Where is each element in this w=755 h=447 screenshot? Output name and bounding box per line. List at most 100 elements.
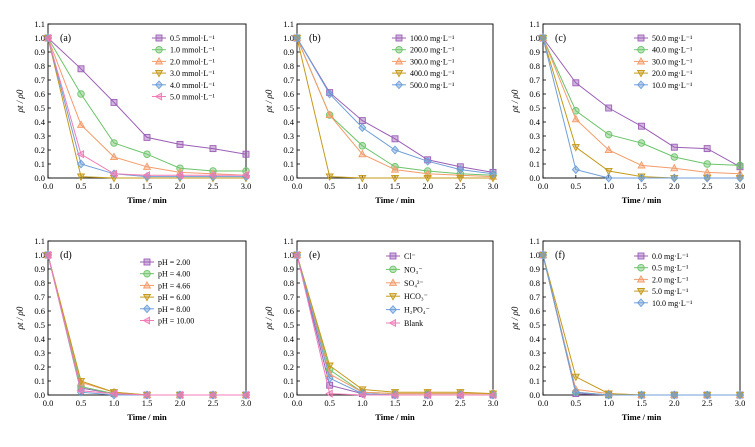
- y-tick-label: 1.1: [283, 19, 294, 29]
- data-point: [325, 173, 334, 182]
- y-tick-label: 1.0: [283, 33, 294, 43]
- legend-label: HCO₃⁻: [404, 292, 428, 301]
- data-point: [292, 33, 302, 43]
- y-tick-label: 0.2: [529, 362, 540, 372]
- legend-marker: [389, 252, 397, 260]
- y-tick-label: 0.6: [529, 306, 540, 316]
- x-tick-label: 2.0: [175, 181, 186, 191]
- y-tick-label: 1.0: [283, 250, 294, 260]
- legend-label: SO₄²⁻: [404, 279, 424, 288]
- data-point: [571, 387, 580, 397]
- x-tick-label: 2.5: [702, 181, 713, 191]
- x-tick-label: 0.5: [571, 398, 582, 408]
- legend-marker: [154, 70, 164, 78]
- y-tick-label: 0.0: [283, 173, 294, 183]
- y-tick-label: 0.9: [529, 264, 540, 274]
- y-tick-label: 0.9: [283, 47, 294, 57]
- x-tick-label: 3.0: [488, 181, 499, 191]
- data-point: [703, 390, 712, 400]
- y-tick-label: 0.8: [34, 61, 45, 71]
- data-point: [325, 373, 334, 383]
- data-point: [703, 145, 711, 153]
- data-point: [391, 135, 399, 143]
- y-tick-label: 0.8: [529, 278, 540, 288]
- data-point: [488, 169, 498, 179]
- legend-label: pH = 4.00: [158, 270, 190, 279]
- y-tick-label: 1.0: [34, 250, 45, 260]
- x-tick-label: 2.0: [669, 181, 680, 191]
- x-tick-label: 2.5: [702, 398, 713, 408]
- y-tick-label: 0.1: [283, 376, 294, 386]
- legend-label: Cl⁻: [404, 252, 416, 261]
- series-line: [47, 254, 246, 396]
- data-point: [604, 167, 613, 176]
- y-tick-label: 0.6: [529, 89, 540, 99]
- y-tick-label: 0.4: [283, 334, 294, 344]
- y-tick-label: 0.7: [529, 75, 540, 85]
- data-point: [735, 390, 745, 400]
- data-point: [76, 377, 86, 386]
- legend-marker: [388, 318, 397, 328]
- series-line: [296, 254, 493, 396]
- legend-marker: [142, 316, 151, 325]
- series-line: [542, 37, 741, 175]
- data-point: [325, 110, 334, 119]
- x-axis-label: Time / min: [622, 195, 662, 205]
- panel-f: 0.0 0.1 0.2 0.3 0.4 0.5 0.6 0.7 0.8 0.9 1.0 1.1 0.0 0…: [510, 236, 745, 422]
- x-tick-label: 3.0: [735, 181, 746, 191]
- y-tick-label: 0.2: [283, 145, 294, 155]
- y-axis-label: ρt / ρ0: [510, 89, 520, 113]
- y-tick-label: 1.1: [34, 19, 45, 29]
- data-point: [423, 169, 432, 177]
- data-point: [571, 165, 580, 175]
- data-point: [209, 145, 217, 153]
- data-point: [488, 390, 497, 400]
- data-point: [571, 373, 580, 382]
- y-tick-label: 0.4: [529, 334, 540, 344]
- y-tick-label: 0.6: [283, 89, 294, 99]
- data-point: [242, 150, 250, 158]
- data-point: [390, 165, 400, 173]
- series-line: [542, 37, 740, 179]
- data-point: [736, 161, 744, 170]
- x-tick-label: 2.0: [669, 398, 680, 408]
- legend-label: 200.0 mg·L⁻¹: [410, 46, 455, 55]
- panel-label: (e): [309, 250, 320, 261]
- legend-label: NO₃⁻: [404, 265, 423, 274]
- y-axis-label: ρt / ρ0: [264, 89, 274, 113]
- y-tick-label: 0.3: [283, 131, 294, 141]
- data-point: [637, 390, 646, 400]
- x-tick-label: 1.0: [603, 181, 614, 191]
- data-point: [637, 139, 646, 147]
- legend-marker: [143, 258, 151, 266]
- data-point: [604, 130, 613, 139]
- y-tick-label: 0.7: [34, 292, 45, 302]
- legend-marker: [394, 70, 404, 78]
- y-axis-label: ρt / ρ0: [15, 89, 25, 113]
- legend-marker: [636, 274, 646, 283]
- legend-label: 0.0 mg·L⁻¹: [652, 252, 689, 261]
- data-point: [208, 171, 217, 180]
- x-tick-label: 0.0: [292, 181, 303, 191]
- x-tick-label: 1.5: [390, 398, 401, 408]
- legend-label: pH = 6.00: [158, 293, 190, 302]
- data-point: [76, 173, 86, 182]
- series-line: [296, 37, 494, 173]
- x-tick-label: 1.0: [357, 398, 368, 408]
- x-tick-label: 3.0: [241, 398, 252, 408]
- data-point: [109, 389, 118, 398]
- data-point: [670, 163, 679, 172]
- legend-marker: [143, 269, 151, 278]
- data-point: [735, 169, 745, 177]
- x-axis-label: Time / min: [622, 412, 662, 422]
- x-tick-label: 0.0: [538, 398, 549, 408]
- legend-label: H₂PO₄⁻: [404, 306, 430, 315]
- series-line: [47, 37, 246, 176]
- y-tick-label: 0.2: [34, 145, 45, 155]
- y-tick-label: 0.9: [34, 47, 45, 57]
- data-point: [208, 390, 217, 400]
- panel-d: 0.0 0.1 0.2 0.3 0.4 0.5 0.6 0.7 0.8 0.9 1.0 1.1 0.0 0…: [15, 236, 251, 422]
- legend-label: 0.5 mg·L⁻¹: [652, 264, 689, 273]
- data-point: [390, 390, 399, 400]
